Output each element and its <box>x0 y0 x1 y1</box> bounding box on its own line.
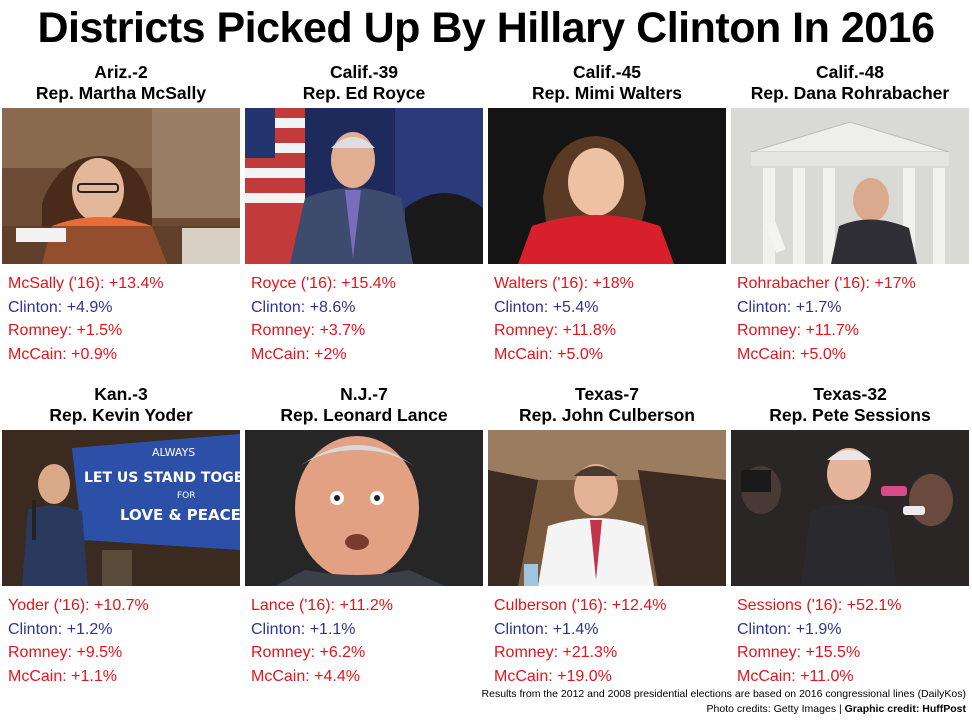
results-list: Lance ('16): +11.2% Clinton: +1.1% Romne… <box>251 594 393 688</box>
results-list: McSally ('16): +13.4% Clinton: +4.9% Rom… <box>8 272 164 366</box>
romney-margin: Romney: +21.3% <box>494 644 618 661</box>
district-card-ca45: Calif.-45 Rep. Mimi Walters Walters ('16… <box>488 62 726 363</box>
photo-yoder: ALWAYS LET US STAND TOGETHER FOR LOVE & … <box>2 430 240 586</box>
romney-margin: Romney: +11.8% <box>494 322 616 339</box>
representative-photo <box>488 430 726 586</box>
photo-rohrabacher <box>731 108 969 264</box>
district-card-ca39: Calif.-39 Rep. Ed Royce Royce ('16): +15… <box>245 62 483 363</box>
romney-margin: Romney: +3.7% <box>251 322 366 339</box>
district-label: Texas-32 <box>813 384 887 404</box>
mccain-margin: McCain: +5.0% <box>737 345 846 363</box>
mccain-margin: McCain: +11.0% <box>737 667 854 685</box>
clinton-margin: Clinton: +5.4% <box>494 298 599 316</box>
graphic-credit: Graphic credit: HuffPost <box>844 703 966 715</box>
district-label: Calif.-39 <box>329 62 399 82</box>
photo-lance <box>245 430 483 586</box>
photo-walters <box>488 108 726 264</box>
results-list: Culberson ('16): +12.4% Clinton: +1.4% R… <box>494 594 666 688</box>
district-label: Ariz.-2 <box>94 62 148 82</box>
clinton-margin: Clinton: +1.7% <box>737 298 842 316</box>
photo-mcsally <box>2 108 240 264</box>
clinton-margin: Clinton: +1.2% <box>8 620 113 638</box>
representative-photo <box>2 108 240 264</box>
rep-2016-margin: Walters ('16): +18% <box>494 275 634 292</box>
rep-2016-margin: Yoder ('16): +10.7% <box>8 597 149 614</box>
mccain-margin: McCain: +0.9% <box>8 345 117 363</box>
mccain-margin: McCain: +19.0% <box>494 667 612 685</box>
rep-2016-margin: Royce ('16): +15.4% <box>251 275 396 292</box>
district-card-tx32: Texas-32 Rep. Pete Sessions Sessions ('1… <box>731 384 969 685</box>
representative-name: Rep. Ed Royce <box>302 83 426 103</box>
representative-name: Rep. John Culberson <box>519 405 695 425</box>
rep-2016-margin: Sessions ('16): +52.1% <box>737 597 902 614</box>
banner-text-always: ALWAYS <box>152 446 195 459</box>
district-card-nj7: N.J.-7 Rep. Leonard Lance Lance ('16): +… <box>245 384 483 685</box>
clinton-margin: Clinton: +4.9% <box>8 298 113 316</box>
photo-sessions <box>731 430 969 586</box>
clinton-margin: Clinton: +8.6% <box>251 298 356 316</box>
district-label: Texas-7 <box>575 384 639 404</box>
results-list: Yoder ('16): +10.7% Clinton: +1.2% Romne… <box>8 594 149 688</box>
romney-margin: Romney: +11.7% <box>737 322 859 339</box>
representative-photo <box>245 430 483 586</box>
representative-name: Rep. Kevin Yoder <box>49 405 193 425</box>
clinton-margin: Clinton: +1.1% <box>251 620 356 638</box>
mccain-margin: McCain: +2% <box>251 345 347 363</box>
representative-photo: ALWAYS LET US STAND TOGETHER FOR LOVE & … <box>2 430 240 586</box>
district-card-ca48: Calif.-48 Rep. Dana Rohrabacher Rohrabac… <box>731 62 969 363</box>
mccain-margin: McCain: +5.0% <box>494 345 603 363</box>
representative-photo <box>245 108 483 264</box>
footer-credits: Photo credits: Getty Images | Graphic cr… <box>707 703 966 715</box>
rep-2016-margin: Rohrabacher ('16): +17% <box>737 275 916 292</box>
banner-text-love-peace: LOVE & PEACE <box>120 506 240 524</box>
representative-photo <box>731 430 969 586</box>
results-list: Walters ('16): +18% Clinton: +5.4% Romne… <box>494 272 634 366</box>
rep-2016-margin: Culberson ('16): +12.4% <box>494 597 667 614</box>
representative-name: Rep. Leonard Lance <box>280 405 448 425</box>
district-card-ks3: Kan.-3 Rep. Kevin Yoder ALWAYS LET US ST… <box>2 384 240 685</box>
romney-margin: Romney: +9.5% <box>8 644 123 661</box>
results-list: Rohrabacher ('16): +17% Clinton: +1.7% R… <box>737 272 916 366</box>
page-title: Districts Picked Up By Hillary Clinton I… <box>37 4 935 52</box>
mccain-margin: McCain: +4.4% <box>251 667 360 685</box>
representative-name: Rep. Pete Sessions <box>769 405 931 425</box>
representative-photo <box>488 108 726 264</box>
rep-2016-margin: McSally ('16): +13.4% <box>8 275 164 292</box>
banner-text-for: FOR <box>177 491 196 501</box>
photo-royce <box>245 108 483 264</box>
romney-margin: Romney: +1.5% <box>8 322 123 339</box>
romney-margin: Romney: +6.2% <box>251 644 366 661</box>
rep-2016-margin: Lance ('16): +11.2% <box>251 597 393 614</box>
mccain-margin: McCain: +1.1% <box>8 667 117 685</box>
district-label: Kan.-3 <box>94 384 148 404</box>
photo-culberson <box>488 430 726 586</box>
representative-name: Rep. Dana Rohrabacher <box>750 83 950 103</box>
district-label: Calif.-45 <box>572 62 642 82</box>
footer-note: Results from the 2012 and 2008 president… <box>481 688 966 700</box>
results-list: Sessions ('16): +52.1% Clinton: +1.9% Ro… <box>737 594 901 688</box>
results-list: Royce ('16): +15.4% Clinton: +8.6% Romne… <box>251 272 396 366</box>
photo-credit: Photo credits: Getty Images | <box>706 703 842 715</box>
clinton-margin: Clinton: +1.9% <box>737 620 842 638</box>
district-card-tx7: Texas-7 Rep. John Culberson Culberson ('… <box>488 384 726 685</box>
representative-name: Rep. Mimi Walters <box>531 83 683 103</box>
district-label: N.J.-7 <box>340 384 388 404</box>
romney-margin: Romney: +15.5% <box>737 644 861 661</box>
district-card-az2: Ariz.-2 Rep. Martha McSally McSally ('16… <box>2 62 240 363</box>
clinton-margin: Clinton: +1.4% <box>494 620 599 638</box>
district-label: Calif.-48 <box>815 62 885 82</box>
representative-name: Rep. Martha McSally <box>35 83 207 103</box>
representative-photo <box>731 108 969 264</box>
banner-text-together: LET US STAND TOGETHER <box>84 470 240 486</box>
